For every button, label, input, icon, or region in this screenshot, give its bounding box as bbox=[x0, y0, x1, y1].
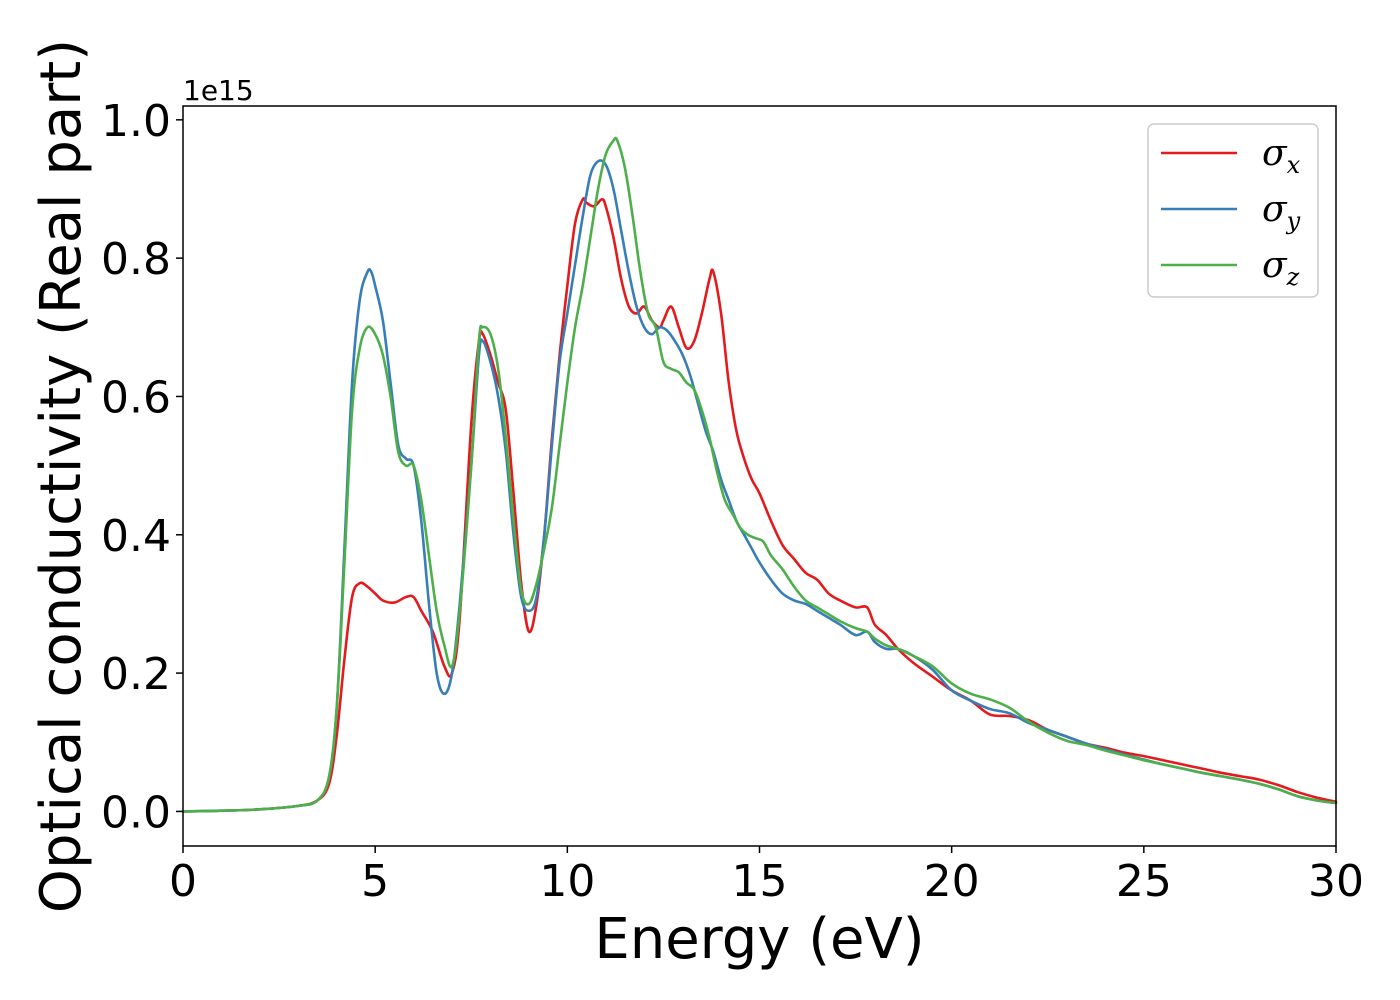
x-tick-label: 15 bbox=[732, 856, 788, 907]
legend-box bbox=[1147, 123, 1319, 298]
series-line-y bbox=[181, 159, 1338, 813]
y-axis-label: Optical conductivity (Real part) bbox=[29, 39, 94, 913]
y-axis-ticks: 0.0 0.2 0.4 0.6 0.8 1.0 bbox=[101, 96, 183, 838]
series-line-z bbox=[181, 136, 1338, 813]
x-tick-label: 20 bbox=[924, 856, 980, 907]
series-layer bbox=[181, 136, 1338, 813]
legend-label-x: σx bbox=[1262, 133, 1301, 179]
legend-items: σx σy σz bbox=[1161, 133, 1301, 291]
y-offset-label: 1e15 bbox=[183, 74, 254, 107]
y-tick-label: 0.2 bbox=[101, 649, 171, 700]
x-axis-label: Energy (eV) bbox=[594, 907, 924, 972]
legend-label-y: σy bbox=[1262, 189, 1301, 235]
x-axis-ticks: 0 5 10 15 20 25 30 bbox=[169, 846, 1364, 907]
y-tick-label: 1.0 bbox=[101, 96, 171, 147]
x-tick-label: 25 bbox=[1116, 856, 1172, 907]
x-tick-label: 10 bbox=[539, 856, 595, 907]
y-tick-label: 0.6 bbox=[101, 372, 171, 423]
x-tick-label: 5 bbox=[361, 856, 389, 907]
y-tick-label: 0.0 bbox=[101, 787, 171, 838]
y-tick-label: 0.8 bbox=[101, 234, 171, 285]
legend-label-z: σz bbox=[1262, 245, 1300, 291]
x-tick-label: 30 bbox=[1308, 856, 1364, 907]
y-tick-label: 0.4 bbox=[101, 511, 171, 562]
x-tick-label: 0 bbox=[169, 856, 197, 907]
legend: σx σy σz bbox=[1147, 123, 1319, 298]
